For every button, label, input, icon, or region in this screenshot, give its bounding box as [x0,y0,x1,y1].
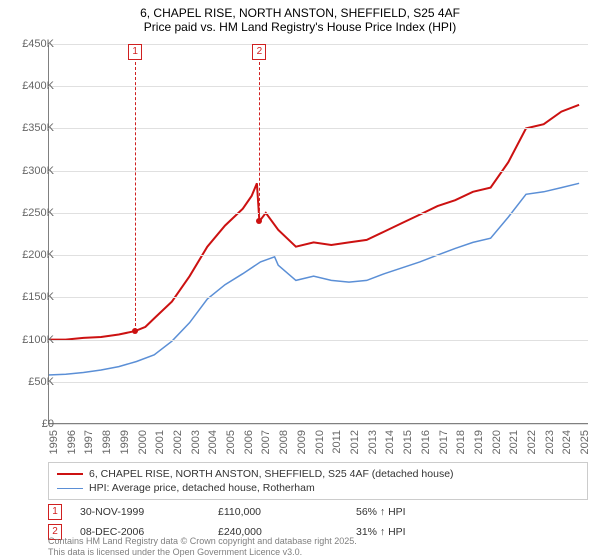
gridline [48,340,588,341]
x-tick-label: 2012 [349,430,361,454]
legend-swatch [57,488,83,489]
sale-dash [135,62,136,331]
sales-row: 1 30-NOV-1999 £110,000 56% ↑ HPI [48,502,588,522]
y-tick-label: £300K [10,165,54,177]
x-tick-label: 1998 [101,430,113,454]
y-axis-line [48,44,49,424]
chart-container: 6, CHAPEL RISE, NORTH ANSTON, SHEFFIELD,… [0,0,600,560]
x-tick-label: 2015 [402,430,414,454]
gridline [48,382,588,383]
sales-row-delta: 56% ↑ HPI [356,506,476,518]
x-tick-label: 2001 [154,430,166,454]
x-tick-label: 2023 [544,430,556,454]
plot-area: 1995199619971998199920002001200220032004… [48,44,588,424]
y-tick-label: £400K [10,80,54,92]
y-tick-label: £200K [10,249,54,261]
y-tick-label: £150K [10,291,54,303]
y-tick-label: £250K [10,207,54,219]
x-tick-label: 2021 [508,430,520,454]
x-tick-label: 2009 [296,430,308,454]
x-tick-label: 2013 [367,430,379,454]
sales-row-delta: 31% ↑ HPI [356,526,476,538]
x-tick-label: 1995 [48,430,60,454]
legend-swatch [57,473,83,475]
sale-flag: 1 [128,44,142,60]
x-tick-label: 2018 [455,430,467,454]
sale-marker [132,328,138,334]
x-tick-label: 2004 [207,430,219,454]
x-tick-label: 1997 [83,430,95,454]
sale-dash [259,62,260,221]
gridline [48,213,588,214]
y-tick-label: £450K [10,38,54,50]
x-tick-label: 2007 [260,430,272,454]
legend: 6, CHAPEL RISE, NORTH ANSTON, SHEFFIELD,… [48,462,588,500]
x-tick-label: 2020 [491,430,503,454]
title-line2: Price paid vs. HM Land Registry's House … [0,20,600,34]
legend-label: HPI: Average price, detached house, Roth… [89,482,315,494]
x-tick-label: 2000 [137,430,149,454]
x-tick-label: 1996 [66,430,78,454]
x-tick-label: 2025 [579,430,591,454]
x-tick-label: 2010 [314,430,326,454]
gridline [48,297,588,298]
legend-label: 6, CHAPEL RISE, NORTH ANSTON, SHEFFIELD,… [89,468,454,480]
x-tick-label: 1999 [119,430,131,454]
sales-row-date: 30-NOV-1999 [80,506,200,518]
x-tick-label: 2006 [243,430,255,454]
sales-row-price: £110,000 [218,506,338,518]
x-tick-label: 2005 [225,430,237,454]
x-tick-label: 2011 [331,430,343,454]
attribution: Contains HM Land Registry data © Crown c… [48,536,357,558]
legend-item: 6, CHAPEL RISE, NORTH ANSTON, SHEFFIELD,… [57,467,579,481]
series-price_paid [48,105,579,340]
x-tick-label: 2002 [172,430,184,454]
x-tick-label: 2017 [438,430,450,454]
gridline [48,128,588,129]
x-tick-label: 2016 [420,430,432,454]
gridline [48,255,588,256]
sales-row-flag: 1 [48,504,62,520]
attribution-line1: Contains HM Land Registry data © Crown c… [48,536,357,546]
gridline [48,86,588,87]
attribution-line2: This data is licensed under the Open Gov… [48,547,302,557]
line-layer [48,44,588,424]
gridline [48,171,588,172]
y-tick-label: £350K [10,122,54,134]
y-tick-label: £50K [10,376,54,388]
legend-item: HPI: Average price, detached house, Roth… [57,481,579,495]
chart-title: 6, CHAPEL RISE, NORTH ANSTON, SHEFFIELD,… [0,0,600,36]
gridline [48,424,588,425]
x-tick-label: 2022 [526,430,538,454]
x-tick-label: 2019 [473,430,485,454]
sale-flag: 2 [252,44,266,60]
sale-marker [256,218,262,224]
title-line1: 6, CHAPEL RISE, NORTH ANSTON, SHEFFIELD,… [140,6,460,20]
y-tick-label: £100K [10,334,54,346]
x-tick-label: 2008 [278,430,290,454]
x-tick-label: 2014 [384,430,396,454]
y-tick-label: £0 [10,418,54,430]
x-tick-label: 2024 [561,430,573,454]
x-tick-label: 2003 [190,430,202,454]
